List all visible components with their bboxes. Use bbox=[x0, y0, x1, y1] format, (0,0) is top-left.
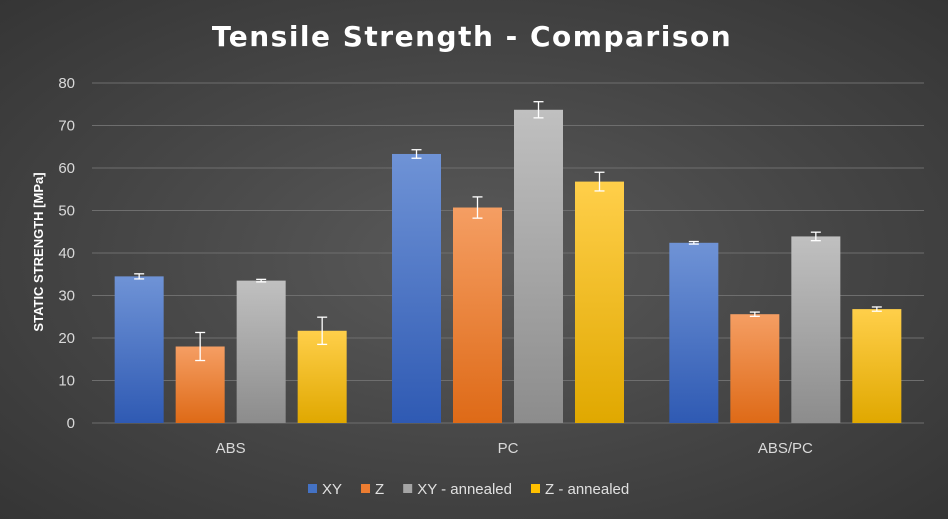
bar-pc-z-annealed bbox=[575, 181, 624, 423]
error-bar-pc-z bbox=[472, 196, 483, 219]
error-bar-abs-pc-z-annealed bbox=[871, 306, 882, 312]
chart-title: Tensile Strength - Comparison bbox=[212, 20, 732, 53]
error-bar-abs-xy bbox=[134, 273, 145, 280]
error-bar-pc-xy-annealed bbox=[533, 101, 544, 119]
bar-abs-xy bbox=[114, 276, 164, 423]
bar-abs-pc-xy-annealed bbox=[791, 236, 841, 423]
y-tick-label: 20 bbox=[58, 330, 75, 347]
error-bar-pc-z-annealed bbox=[594, 171, 605, 192]
x-tick-label: ABS/PC bbox=[758, 440, 813, 457]
legend-label: XY - annealed bbox=[417, 481, 512, 498]
legend-swatch bbox=[361, 484, 371, 493]
x-tick-label: ABS bbox=[216, 440, 246, 457]
y-tick-label: 60 bbox=[58, 160, 75, 177]
y-tick-label: 70 bbox=[58, 118, 75, 135]
error-bar-pc-xy bbox=[411, 149, 422, 159]
bar-abs-z-annealed bbox=[297, 330, 347, 423]
legend-label: Z - annealed bbox=[545, 481, 629, 498]
y-tick-labels: 0 10 20 30 40 50 60 70 80 bbox=[58, 75, 75, 432]
y-tick-label: 0 bbox=[67, 415, 75, 432]
legend-swatch bbox=[308, 484, 317, 493]
legend-item-xy-annealed: XY - annealed bbox=[403, 481, 512, 498]
x-tick-label: PC bbox=[498, 440, 519, 457]
bar-pc-z bbox=[453, 207, 502, 423]
bar-pc-xy bbox=[392, 153, 441, 423]
error-bar-abs-pc-xy-annealed bbox=[810, 231, 821, 242]
gridlines bbox=[92, 82, 924, 424]
y-tick-label: 10 bbox=[58, 373, 75, 390]
error-bar-abs-z-annealed bbox=[317, 316, 328, 346]
x-tick-labels: ABS PC ABS/PC bbox=[216, 440, 813, 457]
legend-swatch bbox=[403, 484, 413, 493]
legend-swatch bbox=[531, 484, 540, 493]
y-tick-label: 30 bbox=[58, 288, 75, 305]
y-tick-label: 40 bbox=[58, 245, 75, 262]
error-bar-abs-pc-xy bbox=[688, 240, 699, 245]
y-tick-label: 80 bbox=[58, 75, 75, 92]
bar-abs-pc-z-annealed bbox=[852, 309, 902, 423]
error-bar-abs-z bbox=[195, 331, 206, 362]
legend-item-z: Z bbox=[361, 481, 384, 498]
bar-abs-pc-z bbox=[730, 314, 780, 423]
bar-abs-xy-annealed bbox=[236, 280, 286, 423]
error-bar-abs-pc-z bbox=[749, 311, 760, 317]
y-axis-label: STATIC STRENGTH [MPa] bbox=[31, 172, 46, 331]
bar-abs-pc-xy bbox=[669, 242, 719, 423]
legend-item-z-annealed: Z - annealed bbox=[531, 481, 629, 498]
bar-pc-xy-annealed bbox=[514, 109, 563, 424]
y-tick-label: 50 bbox=[58, 203, 75, 220]
legend-label: XY bbox=[322, 481, 342, 498]
legend-label: Z bbox=[375, 481, 384, 498]
error-bars bbox=[134, 101, 882, 362]
legend-item-xy: XY bbox=[308, 481, 342, 498]
bars bbox=[114, 109, 902, 424]
error-bar-abs-xy-annealed bbox=[256, 278, 267, 283]
legend: XY Z XY - annealed Z - annealed bbox=[308, 481, 629, 498]
